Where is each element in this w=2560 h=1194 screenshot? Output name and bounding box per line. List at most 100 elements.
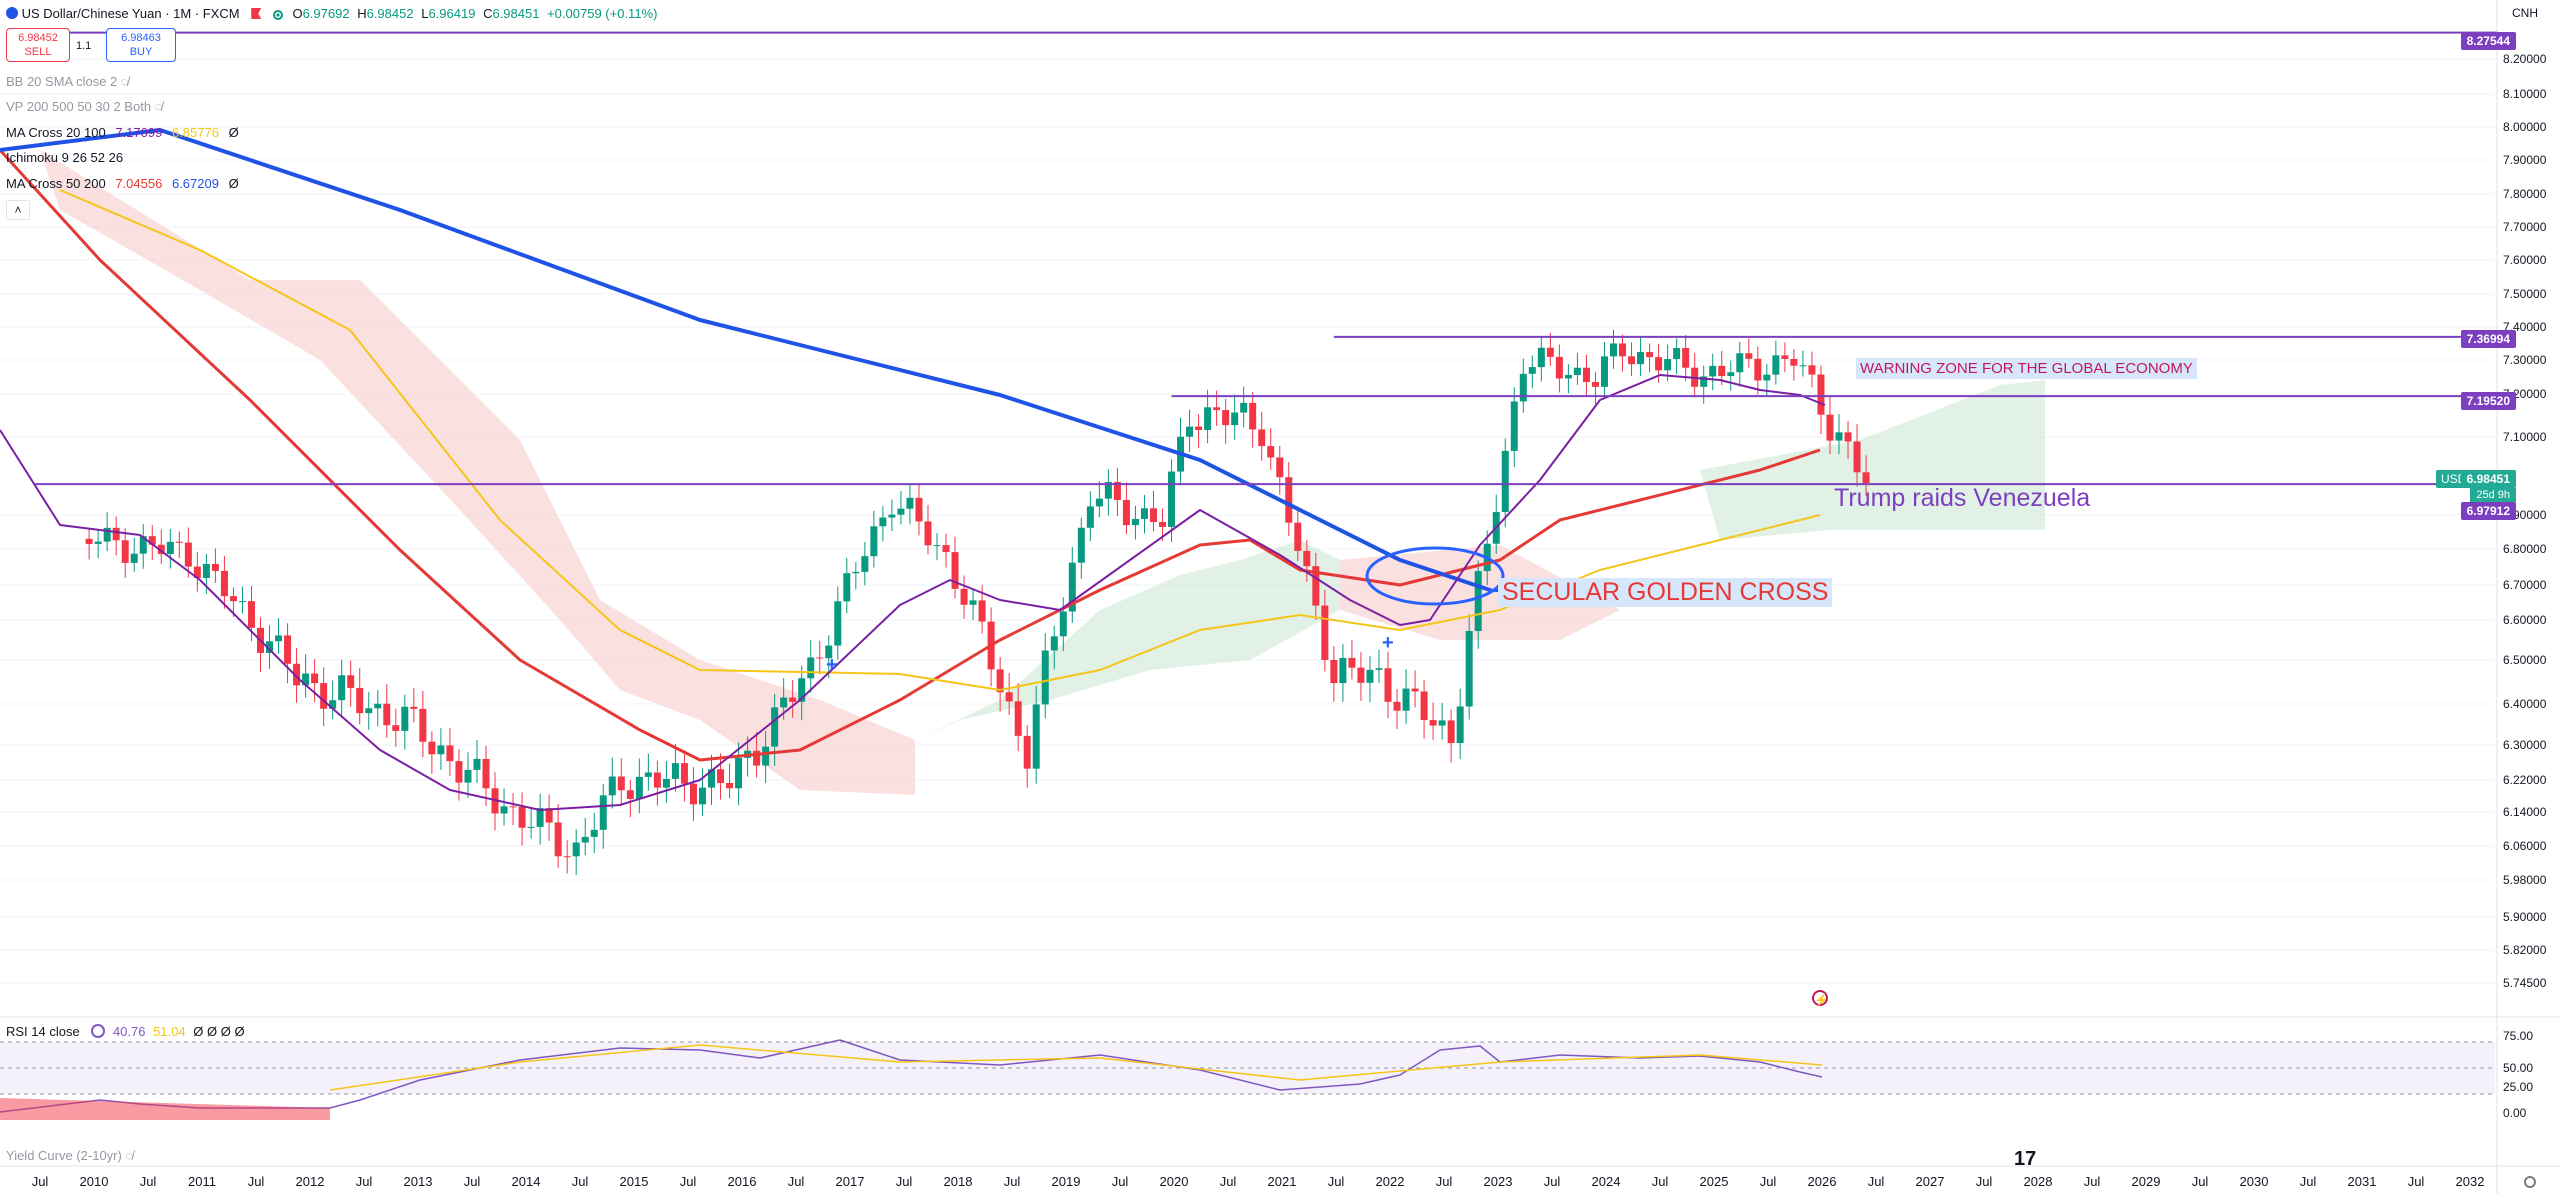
ma20-line[interactable]	[0, 374, 1826, 811]
candle-body[interactable]	[1023, 735, 1031, 769]
candle-body[interactable]	[1122, 500, 1130, 526]
candle-body[interactable]	[1312, 566, 1320, 606]
candle-body[interactable]	[112, 527, 120, 541]
candle-body[interactable]	[175, 541, 183, 543]
candle-body[interactable]	[139, 536, 147, 554]
candle-body[interactable]	[1402, 688, 1410, 711]
candle-body[interactable]	[653, 772, 661, 788]
candle-body[interactable]	[1086, 506, 1094, 528]
candle-body[interactable]	[1420, 691, 1428, 721]
candle-body[interactable]	[1853, 441, 1861, 473]
candle-body[interactable]	[635, 776, 643, 799]
candle-body[interactable]	[464, 769, 472, 783]
eye-off-icon[interactable]: ◌̸	[120, 74, 129, 89]
candle-body[interactable]	[1709, 365, 1717, 377]
candle-body[interactable]	[581, 836, 589, 843]
candle-body[interactable]	[708, 769, 715, 788]
candle-body[interactable]	[1808, 365, 1816, 375]
candle-body[interactable]	[166, 541, 174, 555]
candle-body[interactable]	[1510, 401, 1518, 451]
candle-body[interactable]	[1140, 508, 1148, 519]
rsi-settings-icon[interactable]	[91, 1024, 106, 1038]
candle-body[interactable]	[1637, 352, 1645, 365]
candle-body[interactable]	[1231, 412, 1239, 426]
candle-body[interactable]	[1582, 367, 1590, 383]
candle-body[interactable]	[428, 741, 436, 755]
candle-body[interactable]	[1267, 446, 1275, 458]
candle-body[interactable]	[897, 508, 905, 515]
candle-body[interactable]	[446, 745, 454, 762]
candle-body[interactable]	[942, 545, 950, 553]
candle-body[interactable]	[1095, 498, 1103, 507]
candle-body[interactable]	[1591, 382, 1599, 387]
candle-body[interactable]	[1213, 407, 1221, 411]
candle-body[interactable]	[1447, 720, 1455, 744]
indicator-vp[interactable]: VP 200 500 50 30 2 Both ◌̸	[6, 99, 162, 115]
candle-body[interactable]	[1149, 508, 1157, 522]
warning-zone-annotation[interactable]: WARNING ZONE FOR THE GLOBAL ECONOMY	[1856, 358, 2197, 379]
candle-body[interactable]	[996, 669, 1004, 693]
candle-body[interactable]	[1059, 611, 1067, 637]
candle-body[interactable]	[1718, 365, 1726, 377]
candle-body[interactable]	[184, 542, 192, 567]
candle-body[interactable]	[933, 545, 941, 547]
candle-body[interactable]	[1041, 650, 1049, 705]
candle-body[interactable]	[437, 745, 445, 755]
indicator-bb[interactable]: BB 20 SMA close 2 ◌̸	[6, 74, 129, 90]
candle-body[interactable]	[1438, 720, 1446, 726]
candle-body[interactable]	[247, 601, 255, 628]
candle-body[interactable]	[1276, 457, 1284, 478]
candle-body[interactable]	[1050, 636, 1058, 651]
golden-cross-annotation[interactable]: SECULAR GOLDEN CROSS	[1498, 578, 1833, 607]
symbol-title[interactable]: US Dollar/Chinese Yuan · 1M · FXCM	[21, 6, 240, 21]
candle-body[interactable]	[861, 556, 869, 572]
lightning-icon[interactable]: ⚡	[1812, 990, 1829, 1007]
candle-body[interactable]	[563, 856, 571, 858]
candle-body[interactable]	[608, 776, 616, 796]
indicator-ichimoku[interactable]: Ichimoku 9 26 52 26	[6, 150, 123, 166]
candle-body[interactable]	[1321, 605, 1329, 660]
candle-body[interactable]	[590, 829, 598, 837]
candle-body[interactable]	[1204, 407, 1212, 430]
candle-body[interactable]	[1826, 414, 1834, 441]
candle-body[interactable]	[148, 536, 156, 545]
candle-body[interactable]	[1375, 668, 1383, 670]
candle-body[interactable]	[338, 675, 346, 701]
candle-body[interactable]	[1068, 562, 1076, 612]
rsi-ma-line[interactable]	[329, 1044, 1823, 1091]
candle-body[interactable]	[311, 673, 319, 684]
candle-body[interactable]	[275, 635, 283, 642]
candle-body[interactable]	[1817, 374, 1825, 415]
candle-body[interactable]	[969, 600, 977, 605]
candle-body[interactable]	[266, 641, 274, 653]
flag-icon[interactable]	[251, 8, 262, 19]
candle-body[interactable]	[545, 808, 553, 823]
candle-body[interactable]	[1411, 688, 1419, 692]
candle-body[interactable]	[473, 758, 481, 770]
candle-body[interactable]	[1546, 347, 1554, 357]
candle-body[interactable]	[121, 540, 129, 563]
candle-body[interactable]	[1519, 373, 1527, 402]
candle-body[interactable]	[1799, 365, 1807, 367]
candle-body[interactable]	[1862, 472, 1870, 484]
ma50-line[interactable]	[0, 148, 1821, 762]
candle-body[interactable]	[229, 596, 237, 602]
candle-body[interactable]	[220, 570, 228, 597]
candle-body[interactable]	[1736, 353, 1744, 373]
candle-body[interactable]	[211, 563, 219, 571]
candle-body[interactable]	[1646, 352, 1654, 358]
candle-body[interactable]	[383, 703, 391, 726]
candle-body[interactable]	[617, 776, 625, 791]
candle-body[interactable]	[527, 826, 535, 828]
price-badge[interactable]: 7.19520	[2460, 392, 2516, 410]
candle-body[interactable]	[1077, 527, 1085, 563]
candle-body[interactable]	[1754, 358, 1762, 381]
eye-off-icon[interactable]: ◌̸	[154, 99, 163, 114]
candle-body[interactable]	[1014, 701, 1022, 736]
golden-cross-ellipse[interactable]	[1365, 546, 1505, 606]
candle-body[interactable]	[626, 790, 634, 799]
candle-body[interactable]	[951, 552, 959, 589]
candle-body[interactable]	[356, 687, 364, 714]
candle-body[interactable]	[1528, 367, 1536, 374]
candle-body[interactable]	[284, 635, 292, 664]
